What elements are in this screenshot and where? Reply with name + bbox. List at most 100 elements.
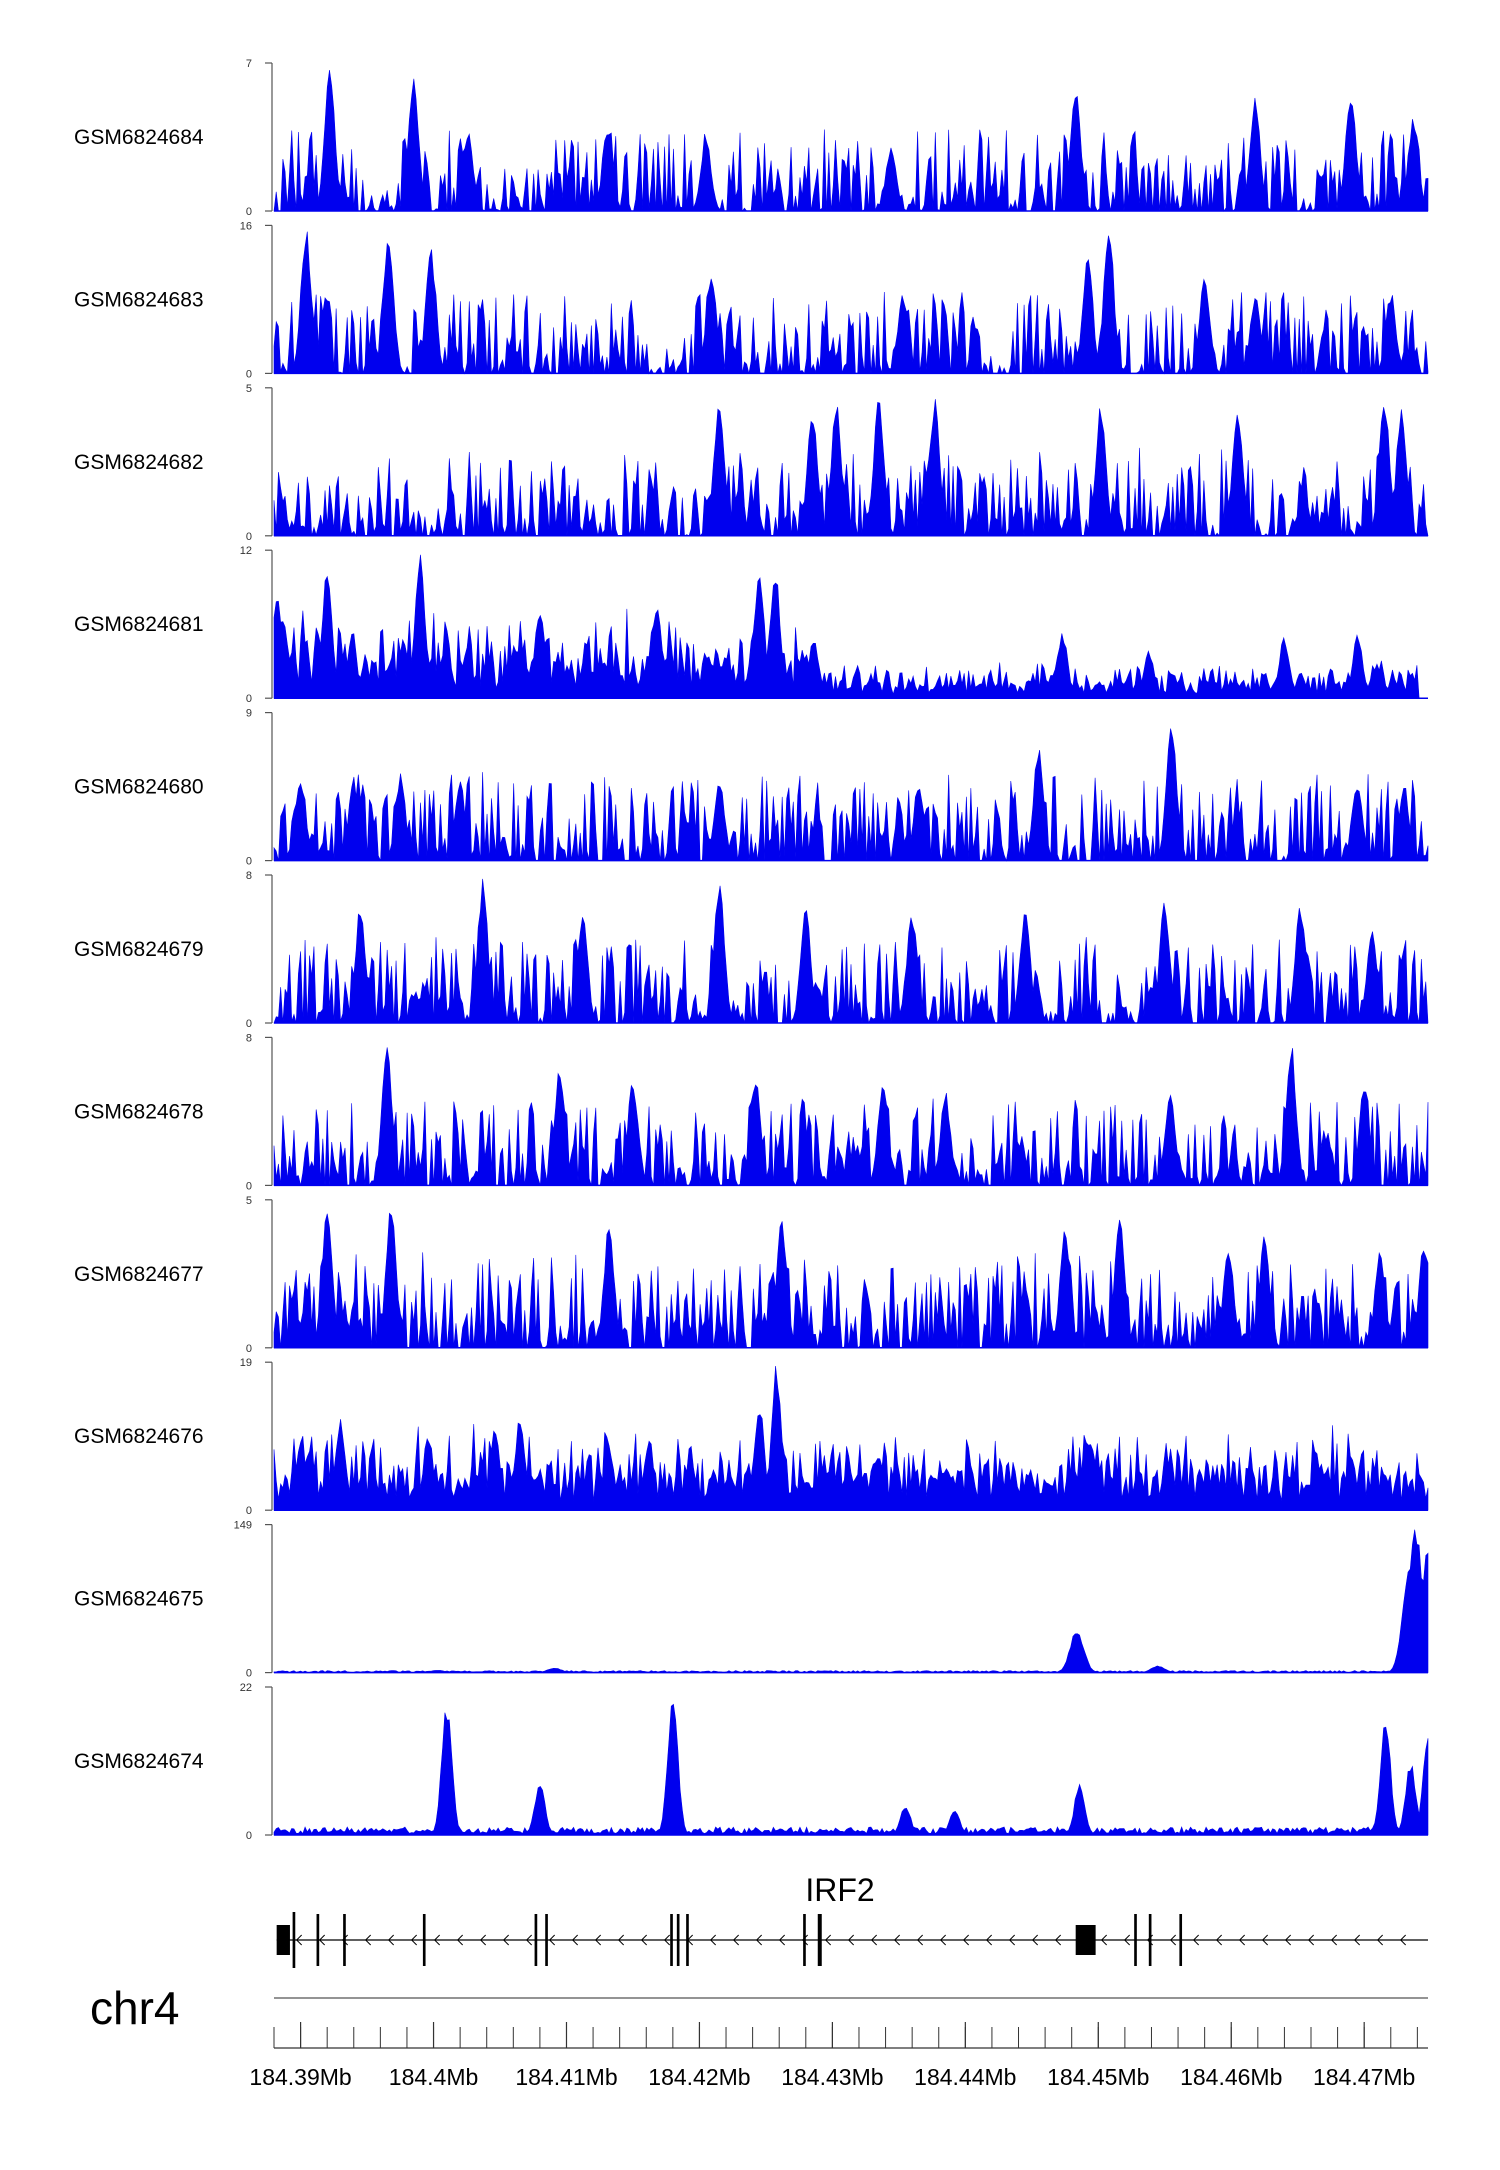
exon <box>817 1914 822 1966</box>
strand-arrow <box>1008 1934 1016 1946</box>
strand-arrow <box>571 1934 579 1946</box>
exon <box>670 1914 673 1966</box>
strand-arrow <box>433 1934 441 1946</box>
strand-arrow <box>1330 1934 1338 1946</box>
y-tick-label: 0 <box>246 1668 252 1680</box>
y-tick-label: 0 <box>246 1180 252 1192</box>
track-label: GSM6824679 <box>74 938 204 961</box>
chromosome-label: chr4 <box>90 1982 179 2034</box>
strand-arrow <box>778 1934 786 1946</box>
strand-arrow <box>801 1934 809 1946</box>
exon <box>545 1914 548 1966</box>
y-tick-label: 9 <box>246 708 252 720</box>
track-GSM6824682: GSM6824682 5 0 <box>74 383 1429 543</box>
track-GSM6824680: GSM6824680 9 0 <box>74 708 1429 868</box>
exon <box>422 1914 426 1966</box>
strand-arrow <box>295 1934 303 1946</box>
axis-tick-label: 184.45Mb <box>1047 2064 1149 2090</box>
strand-arrow <box>479 1934 487 1946</box>
strand-arrow <box>640 1934 648 1946</box>
strand-arrow <box>318 1934 326 1946</box>
exon <box>316 1914 320 1966</box>
coverage-area <box>273 231 1429 375</box>
exon <box>803 1914 806 1966</box>
track-label: GSM6824681 <box>74 613 204 636</box>
y-tick-label: 0 <box>246 1018 252 1030</box>
y-tick-label: 0 <box>246 1830 252 1842</box>
strand-arrow <box>1353 1934 1361 1946</box>
strand-arrow <box>1261 1934 1269 1946</box>
coverage-area <box>273 728 1429 862</box>
y-tick-label: 19 <box>240 1357 252 1369</box>
strand-arrow <box>1238 1934 1246 1946</box>
strand-arrow <box>364 1934 372 1946</box>
axis-tick-label: 184.43Mb <box>781 2064 883 2090</box>
strand-arrow <box>387 1934 395 1946</box>
y-tick-label: 7 <box>246 58 252 70</box>
exon <box>686 1914 689 1966</box>
y-tick-label: 0 <box>246 206 252 218</box>
coverage-area <box>273 554 1428 699</box>
axis-tick-label: 184.4Mb <box>389 2064 479 2090</box>
exon <box>276 1925 290 1955</box>
strand-arrow <box>1100 1934 1108 1946</box>
track-GSM6824683: GSM6824683 16 0 <box>74 220 1429 380</box>
axis-tick-label: 184.47Mb <box>1313 2064 1415 2090</box>
y-tick-label: 0 <box>246 531 252 543</box>
strand-arrow <box>939 1934 947 1946</box>
axis-tick-label: 184.41Mb <box>515 2064 617 2090</box>
exon <box>1148 1914 1152 1966</box>
track-GSM6824674: GSM6824674 22 0 <box>74 1682 1429 1842</box>
track-GSM6824677: GSM6824677 5 0 <box>74 1195 1429 1355</box>
coverage-area <box>273 69 1429 212</box>
axis-tick-label: 184.42Mb <box>648 2064 750 2090</box>
y-tick-label: 8 <box>246 1032 252 1044</box>
y-tick-label: 0 <box>246 1505 252 1517</box>
axis-tick-label: 184.39Mb <box>249 2064 351 2090</box>
track-GSM6824678: GSM6824678 8 0 <box>74 1032 1429 1192</box>
strand-arrow <box>847 1934 855 1946</box>
track-label: GSM6824680 <box>74 776 204 799</box>
coverage-area <box>273 1529 1429 1673</box>
strand-arrow <box>1031 1934 1039 1946</box>
strand-arrow <box>617 1934 625 1946</box>
exon <box>676 1914 680 1966</box>
coverage-area <box>273 1703 1429 1836</box>
strand-arrow <box>663 1934 671 1946</box>
strand-arrow <box>893 1934 901 1946</box>
strand-arrow <box>870 1934 878 1946</box>
y-tick-label: 5 <box>246 383 252 395</box>
track-label: GSM6824676 <box>74 1425 204 1448</box>
strand-arrow <box>1307 1934 1315 1946</box>
y-tick-label: 0 <box>246 856 252 868</box>
strand-arrow <box>341 1934 349 1946</box>
strand-arrow <box>1399 1934 1407 1946</box>
y-tick-label: 0 <box>246 1343 252 1355</box>
axis-tick-label: 184.46Mb <box>1180 2064 1282 2090</box>
strand-arrow <box>1284 1934 1292 1946</box>
genome-axis: chr4 184.39Mb 184.4Mb 184.41Mb 184.42Mb 184.… <box>90 1982 1428 2090</box>
strand-arrow <box>548 1934 556 1946</box>
track-label: GSM6824678 <box>74 1100 204 1123</box>
strand-arrow <box>1123 1934 1131 1946</box>
y-tick-label: 5 <box>246 1195 252 1207</box>
y-tick-label: 16 <box>240 220 252 232</box>
coverage-area <box>273 1212 1429 1349</box>
axis-tick-label: 184.44Mb <box>914 2064 1016 2090</box>
coverage-area <box>273 1047 1429 1187</box>
y-tick-label: 0 <box>246 368 252 380</box>
strand-arrow <box>456 1934 464 1946</box>
y-tick-label: 22 <box>240 1682 252 1694</box>
strand-arrow <box>985 1934 993 1946</box>
track-GSM6824676: GSM6824676 19 0 <box>74 1357 1429 1517</box>
track-label: GSM6824683 <box>74 288 204 311</box>
coverage-area <box>273 1365 1429 1511</box>
track-GSM6824679: GSM6824679 8 0 <box>74 870 1429 1030</box>
exon <box>343 1914 346 1966</box>
coverage-tracks: GSM682468470GSM6824683160GSM682468250GSM… <box>74 58 1429 1842</box>
exon <box>1134 1914 1137 1966</box>
strand-arrow <box>1215 1934 1223 1946</box>
track-label: GSM6824675 <box>74 1588 204 1611</box>
strand-arrow <box>824 1934 832 1946</box>
track-label: GSM6824684 <box>74 126 204 149</box>
